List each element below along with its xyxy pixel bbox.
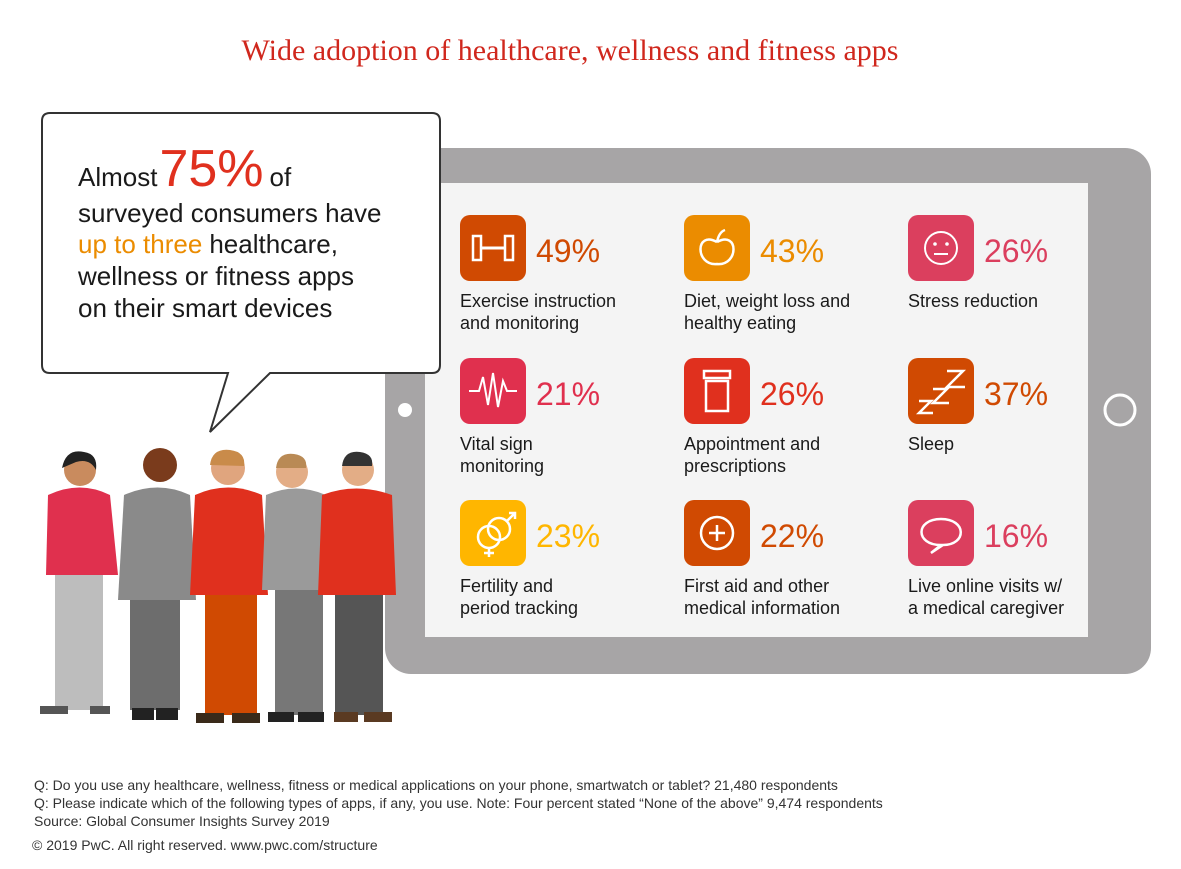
glyph: [699, 515, 735, 551]
app-glyph: [924, 231, 958, 265]
app-label: Vital sign: [460, 434, 533, 454]
app-percent: 43%: [760, 233, 824, 269]
app-label: Exercise instruction: [460, 291, 616, 311]
footnote: © 2019 PwC. All right reserved. www.pwc.…: [32, 837, 378, 853]
callout-highlight-2: up to three: [78, 229, 202, 259]
speech-bubble: [41, 112, 441, 433]
people-illustration: [40, 448, 396, 723]
app-percent: 37%: [984, 376, 1048, 412]
app-icon: [460, 500, 526, 566]
app-glyph: [699, 228, 735, 266]
app-glyph: [702, 369, 732, 413]
app-label: period tracking: [460, 598, 578, 618]
app-percent: 16%: [984, 518, 1048, 554]
app-percent: 26%: [760, 376, 824, 412]
app-icon: [460, 358, 526, 424]
app-item: 37% Sleep: [908, 358, 1048, 454]
app-glyph: [476, 511, 517, 557]
app-glyph: [699, 515, 735, 551]
app-label: Fertility and: [460, 576, 553, 596]
glyph: [915, 369, 967, 415]
app-label: Live online visits w/: [908, 576, 1062, 596]
app-label: Stress reduction: [908, 291, 1038, 311]
glyph: [486, 516, 512, 542]
tablet-screen: [425, 183, 1088, 637]
app-glyph: [471, 234, 515, 262]
app-icon: [684, 358, 750, 424]
callout-line-3-rest: healthcare,: [209, 229, 338, 259]
callout-line-4: wellness or fitness apps: [77, 261, 354, 291]
app-item: 26% Stress reduction: [908, 215, 1048, 311]
app-icon: [908, 500, 974, 566]
app-label: Diet, weight loss and: [684, 291, 850, 311]
app-label: and monitoring: [460, 313, 579, 333]
callout-line-2: surveyed consumers have: [78, 198, 381, 228]
app-label: healthy eating: [684, 313, 796, 333]
tablet-home-button: [1103, 393, 1137, 427]
glyph: [920, 517, 962, 555]
app-label: medical information: [684, 598, 840, 618]
app-glyph: [915, 369, 967, 415]
title: Wide adoption of healthcare, wellness an…: [242, 34, 899, 67]
app-label: a medical caregiver: [908, 598, 1064, 618]
glyph: [484, 511, 517, 557]
app-icon: [684, 215, 750, 281]
app-label: Sleep: [908, 434, 954, 454]
callout-highlight: 75%: [159, 140, 263, 198]
glyph: [709, 525, 725, 541]
glyph: [469, 372, 517, 408]
glyph: [924, 231, 958, 265]
app-percent: 49%: [536, 233, 600, 269]
callout-line-5: on their smart devices: [78, 293, 332, 323]
footnote: Q: Do you use any healthcare, wellness, …: [34, 777, 838, 793]
glyph: [702, 369, 732, 380]
app-label: Appointment and: [684, 434, 820, 454]
app-percent: 21%: [536, 376, 600, 412]
callout-suffix: of: [270, 162, 292, 192]
glyph: [699, 228, 735, 266]
app-glyph: [920, 517, 962, 555]
app-item: 16% Live online visits w/a medical caregi…: [908, 500, 1064, 618]
app-percent: 23%: [536, 518, 600, 554]
app-label: monitoring: [460, 456, 544, 476]
app-glyph: [469, 372, 517, 408]
app-label: First aid and other: [684, 576, 829, 596]
callout-line-3: up to three healthcare,: [78, 229, 338, 259]
app-percent: 22%: [760, 518, 824, 554]
footnote: Q: Please indicate which of the followin…: [34, 795, 883, 811]
footnote: Source: Global Consumer Insights Survey …: [34, 813, 330, 829]
tablet-camera: [398, 403, 412, 417]
app-label: prescriptions: [684, 456, 786, 476]
app-icon: [908, 215, 974, 281]
glyph: [704, 379, 730, 413]
glyph: [933, 242, 937, 246]
callout-prefix: Almost: [78, 162, 158, 192]
glyph: [945, 242, 949, 246]
app-percent: 26%: [984, 233, 1048, 269]
callout-line-1: Almost75% of: [78, 140, 292, 198]
